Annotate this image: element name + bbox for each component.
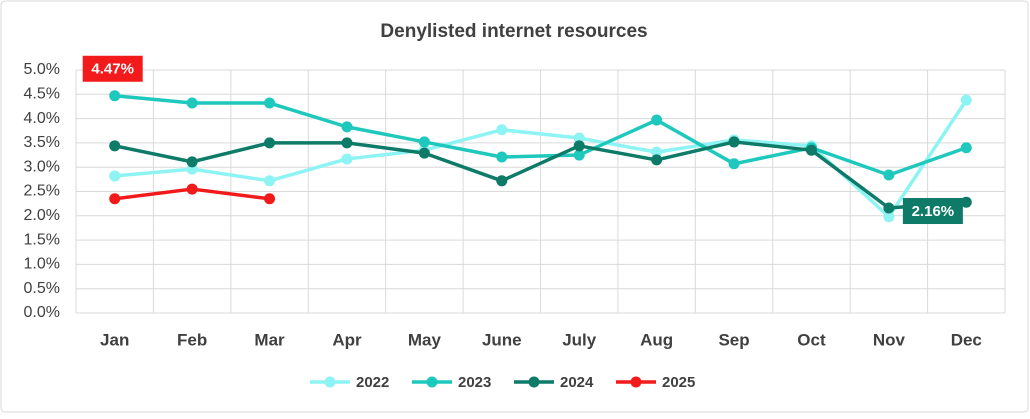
legend-label: 2023 — [458, 374, 491, 391]
data-point — [109, 140, 121, 152]
data-point — [496, 175, 508, 187]
data-point — [109, 193, 121, 205]
y-tick-label: 1.0% — [24, 256, 60, 273]
value-label-box — [902, 198, 963, 225]
data-point — [960, 94, 972, 106]
legend-marker — [630, 376, 642, 388]
data-point — [264, 175, 276, 187]
data-point — [264, 97, 276, 109]
x-tick-label: Jan — [100, 330, 129, 349]
x-tick-label: Feb — [177, 330, 207, 349]
chart-title: Denylisted internet resources — [380, 21, 647, 42]
y-tick-label: 4.0% — [24, 110, 60, 127]
x-tick-label: Dec — [951, 330, 982, 349]
y-tick-label: 0.5% — [24, 280, 60, 297]
value-label: 4.47% — [91, 61, 134, 78]
y-tick-label: 2.5% — [24, 183, 60, 200]
legend-marker — [528, 376, 540, 388]
data-point — [341, 137, 353, 149]
data-point — [109, 90, 121, 102]
data-point — [264, 193, 276, 205]
y-tick-label: 3.0% — [24, 158, 60, 175]
data-point — [883, 169, 895, 181]
data-point — [883, 211, 895, 223]
data-point — [418, 136, 430, 148]
data-point — [573, 132, 585, 144]
data-point — [728, 136, 740, 148]
x-tick-label: Sep — [718, 330, 749, 349]
y-tick-label: 3.5% — [24, 134, 60, 151]
data-point — [960, 196, 972, 208]
data-point — [573, 149, 585, 161]
data-point — [496, 151, 508, 163]
data-point — [496, 124, 508, 136]
x-tick-label: Mar — [254, 330, 285, 349]
x-tick-label: Aug — [640, 330, 673, 349]
y-tick-label: 2.0% — [24, 207, 60, 224]
y-tick-label: 4.5% — [24, 86, 60, 103]
x-tick-label: Oct — [797, 330, 826, 349]
y-tick-label: 5.0% — [24, 61, 60, 78]
legend-marker — [426, 376, 438, 388]
data-point — [651, 154, 663, 166]
legend-label: 2022 — [356, 374, 389, 391]
y-tick-label: 0.0% — [24, 304, 60, 321]
legend-label: 2024 — [560, 374, 594, 391]
data-point — [418, 147, 430, 159]
y-tick-label: 1.5% — [24, 231, 60, 248]
value-label: 2.16% — [912, 203, 955, 220]
data-point — [341, 121, 353, 133]
data-point — [186, 97, 198, 109]
data-point — [728, 158, 740, 170]
series-line — [114, 94, 967, 177]
legend-marker — [324, 376, 336, 388]
x-tick-label: June — [482, 330, 522, 349]
data-point — [186, 183, 198, 195]
x-tick-label: July — [562, 330, 597, 349]
data-point — [341, 153, 353, 165]
data-point — [186, 156, 198, 168]
x-tick-label: May — [408, 330, 442, 349]
x-tick-label: Nov — [873, 330, 906, 349]
series-line — [114, 99, 968, 219]
series-line — [114, 140, 967, 210]
data-point — [651, 114, 663, 126]
legend-label: 2025 — [662, 374, 695, 391]
data-point — [960, 142, 972, 154]
data-point — [805, 144, 817, 156]
data-point — [651, 146, 663, 158]
x-tick-label: Apr — [332, 330, 362, 349]
data-point — [264, 137, 276, 149]
data-point — [883, 202, 895, 214]
data-point — [109, 170, 121, 182]
data-point — [573, 140, 585, 152]
value-label-box — [82, 55, 143, 82]
